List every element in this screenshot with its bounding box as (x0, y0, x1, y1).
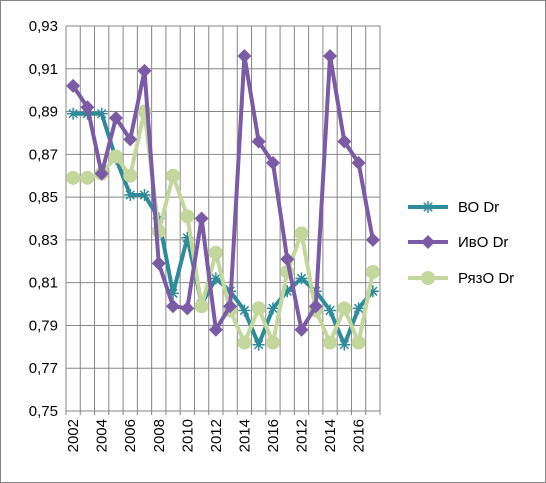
legend-marker (421, 271, 435, 285)
data-point (123, 168, 138, 183)
legend-label: ВО Dr (458, 199, 499, 216)
data-point (237, 48, 252, 63)
data-point (108, 110, 123, 125)
data-point (308, 299, 323, 314)
legend: ВО Dr ИвО Dr РязО Dr (408, 199, 514, 287)
data-point (251, 134, 266, 149)
y-tick-label: 0,77 (29, 360, 58, 377)
x-tick-label: 2014 (236, 419, 253, 452)
data-point (67, 107, 80, 120)
data-point (151, 256, 166, 271)
data-point (294, 226, 309, 241)
data-point (237, 335, 252, 350)
y-tick-label: 0,81 (29, 275, 58, 292)
data-point (151, 224, 166, 239)
legend-item: ИвО Dr (408, 234, 508, 251)
data-point (180, 301, 195, 316)
data-point (94, 166, 109, 181)
y-tick-label: 0,91 (29, 61, 58, 78)
x-tick-label: 2008 (151, 419, 168, 452)
data-point (208, 322, 223, 337)
data-point (180, 209, 195, 224)
data-point (166, 168, 181, 183)
y-tick-label: 0,83 (29, 232, 58, 249)
data-point (252, 338, 265, 351)
data-point (208, 245, 223, 260)
data-point (324, 304, 337, 317)
data-point (352, 302, 365, 315)
legend-item: ВО Dr (408, 199, 499, 216)
x-tick-label: 2012 (208, 419, 225, 452)
data-point (138, 188, 151, 201)
data-point (124, 188, 137, 201)
data-point (365, 264, 380, 279)
data-point (265, 335, 280, 350)
data-point (265, 155, 280, 170)
y-tick-label: 0,93 (29, 18, 58, 35)
legend-label: РязО Dr (458, 270, 514, 287)
data-point (323, 335, 338, 350)
data-point (251, 301, 266, 316)
data-point (337, 301, 352, 316)
data-point (166, 299, 181, 314)
series-2 (66, 48, 380, 337)
data-point (66, 170, 81, 185)
data-point (194, 211, 209, 226)
data-point (365, 232, 380, 247)
series-line (71, 53, 375, 332)
data-point (351, 155, 366, 170)
legend-marker (422, 201, 434, 213)
axes: 0,75 0,77 0,79 0,81 0,83 0,85 0,87 0,89 0,91 0,93… (29, 18, 368, 452)
data-point (338, 338, 351, 351)
data-point (66, 78, 81, 93)
data-point (337, 134, 352, 149)
y-tick-label: 0,75 (29, 403, 58, 420)
data-point (194, 299, 209, 314)
data-point (223, 299, 238, 314)
x-tick-label: 2014 (322, 419, 339, 452)
data-point (80, 170, 95, 185)
y-tick-label: 0,87 (29, 146, 58, 163)
series-3 (66, 104, 380, 350)
x-tick-label: 2016 (265, 419, 282, 452)
data-point (209, 272, 222, 285)
legend-item: РязО Dr (408, 270, 514, 287)
legend-label: ИвО Dr (458, 234, 508, 251)
data-point (351, 335, 366, 350)
x-tick-label: 2002 (65, 419, 82, 452)
x-tick-label: 2010 (179, 419, 196, 452)
data-point (323, 48, 338, 63)
data-point (295, 272, 308, 285)
legend-marker (421, 235, 435, 249)
series-line (73, 109, 375, 345)
data-point (80, 100, 95, 115)
data-point (294, 322, 309, 337)
y-tick-label: 0,79 (29, 317, 58, 334)
x-tick-label: 2016 (351, 419, 368, 452)
x-tick-label: 2004 (94, 419, 111, 452)
data-point (266, 302, 279, 315)
data-point (238, 304, 251, 317)
data-point (280, 252, 295, 267)
data-point (95, 107, 108, 120)
y-tick-label: 0,89 (29, 104, 58, 121)
x-tick-label: 2006 (122, 419, 139, 452)
data-point (123, 132, 138, 147)
y-tick-label: 0,85 (29, 189, 58, 206)
series-lines (66, 48, 380, 351)
x-tick-label: 2012 (294, 419, 311, 452)
data-point (137, 63, 152, 78)
data-point (108, 149, 123, 164)
